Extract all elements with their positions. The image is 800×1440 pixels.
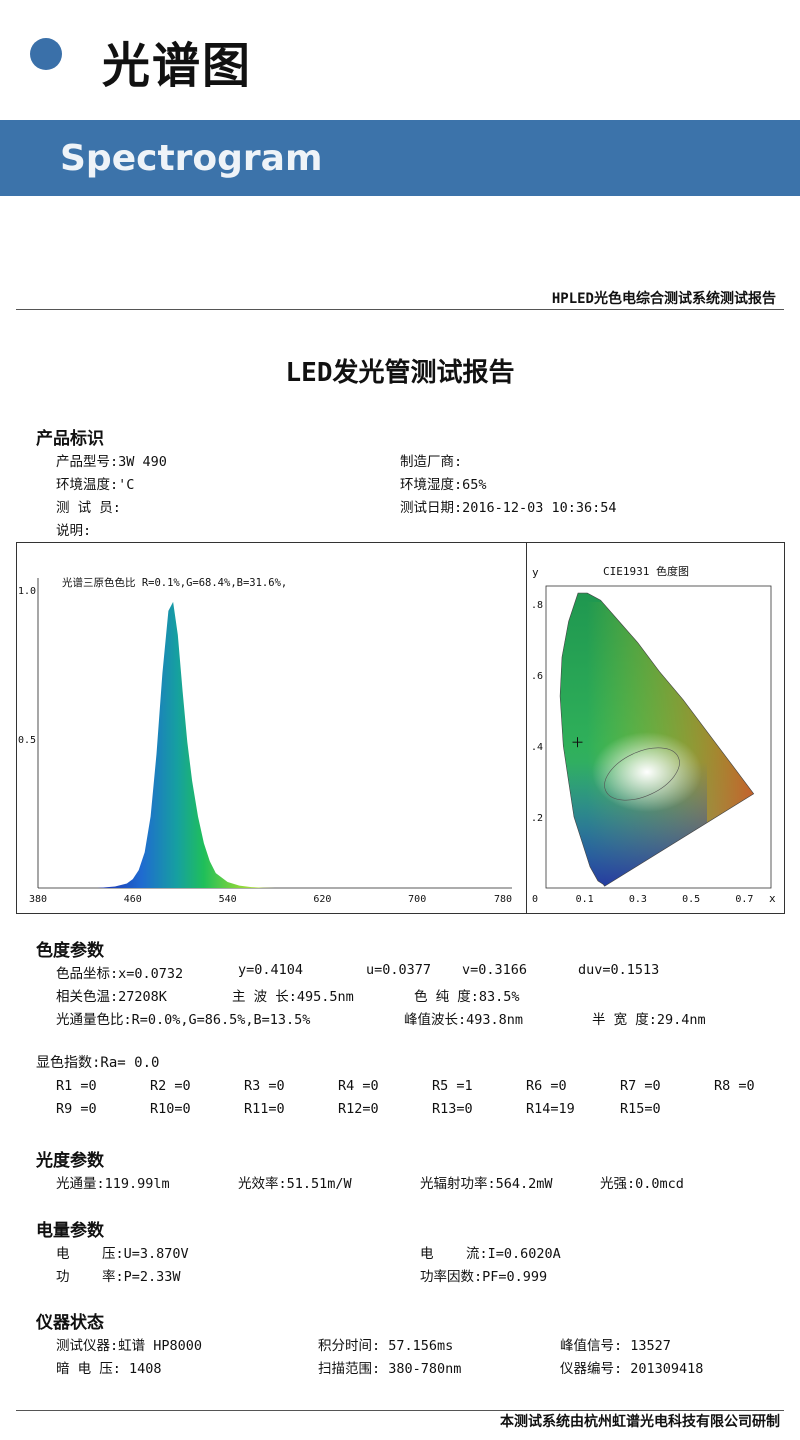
product-model: 产品型号:3W 490 [56,454,167,470]
cri-value: R15=0 [620,1101,661,1117]
bottom-rule [16,1410,784,1411]
color-duv: duv=0.1513 [578,962,660,978]
cie-chart: CIE1931 色度图 y x 0 0.1 0.3 0.5 0.7 .8 .6 .4 .2 [531,564,776,905]
cie-plot-box [545,585,772,889]
color-y: y=0.4104 [238,962,304,978]
cri-value: R9 =0 [56,1101,97,1117]
cri-value: R4 =0 [338,1078,379,1094]
spectrum-x-tick: 620 [313,894,331,905]
cie-x-tick: 0.7 [735,894,753,905]
color-v: v=0.3166 [462,962,528,978]
cri-value: R3 =0 [244,1078,285,1094]
instrument-serial: 仪器编号: 201309418 [560,1361,704,1377]
section-cri: 显色指数:Ra= 0.0 [36,1055,160,1071]
color-x: 色品坐标:x=0.0732 [56,966,184,982]
section-product: 产品标识 [36,429,104,449]
section-color: 色度参数 [36,941,104,961]
cri-value: R8 =0 [714,1078,755,1094]
cri-value: R2 =0 [150,1078,191,1094]
spectrum-y-tick: 0.5 [18,735,36,746]
luminous-efficacy: 光效率:51.51m/W [238,1176,352,1192]
ambient-humidity: 环境湿度:65% [400,477,487,493]
section-electrical: 电量参数 [36,1221,104,1241]
spectrum-x-tick: 380 [29,894,47,905]
measured-point-marker [572,737,583,748]
title-banner [0,120,800,196]
note: 说明: [56,523,92,539]
footer-credit: 本测试系统由杭州虹谱光电科技有限公司研制 [500,1414,780,1430]
section-photometric: 光度参数 [36,1151,104,1171]
ambient-temp: 环境温度:'C [56,477,135,493]
chart-frame [16,542,785,914]
luminous-intensity: 光强:0.0mcd [600,1176,684,1192]
current: 电 流:I=0.6020A [420,1246,561,1262]
cie-locus [559,592,755,887]
cri-value: R11=0 [244,1101,285,1117]
cie-title: CIE1931 色度图 [603,564,689,578]
scan-range: 扫描范围: 380-780nm [318,1361,462,1377]
spectrum-x-tick: 460 [124,894,142,905]
luminous-flux: 光通量:119.99lm [56,1176,170,1192]
color-u: u=0.0377 [366,962,432,978]
spectrum-title: 光谱三原色色比 R=0.1%,G=68.4%,B=31.6%, [62,576,287,589]
section-instrument: 仪器状态 [36,1313,104,1333]
cri-value: R14=19 [526,1101,575,1117]
spectrum-y-tick: 1.0 [18,586,36,597]
color-purity: 色 纯 度:83.5% [414,989,520,1005]
cie-y-tick: .8 [531,600,543,611]
cie-x-tick: 0.1 [576,894,594,905]
half-width: 半 宽 度:29.4nm [592,1012,706,1028]
integration-time: 积分时间: 57.156ms [318,1338,454,1354]
power: 功 率:P=2.33W [56,1269,181,1285]
page-title-cn: 光谱图 [102,38,253,94]
cie-color-gamut [560,593,754,887]
report-title: LED发光管测试报告 [285,358,515,388]
cie-x-tick: 0.3 [629,894,647,905]
instrument-model: 测试仪器:虹谱 HP8000 [56,1338,203,1354]
radiant-power: 光辐射功率:564.2mW [420,1176,553,1192]
peak-signal: 峰值信号: 13527 [560,1338,671,1354]
spectrum-x-tick: 540 [219,894,237,905]
system-name: HPLED光色电综合测试系统测试报告 [551,291,776,307]
peak-wavelength: 峰值波长:493.8nm [404,1012,524,1028]
chart-divider [526,542,527,914]
spectrum-x-tick: 700 [408,894,426,905]
cie-y-tick: .2 [531,813,543,824]
cri-value: R5 =1 [432,1078,473,1094]
test-date: 测试日期:2016-12-03 10:36:54 [400,500,617,516]
product-maker: 制造厂商: [400,454,463,470]
page-title-en: Spectrogram [60,138,323,179]
spectrum-x-tick: 780 [494,894,512,905]
dominant-wavelength: 主 波 长:495.5nm [232,989,354,1005]
planckian-ellipse [604,747,680,801]
cie-x-tick: 0 [532,894,538,905]
dark-voltage: 暗 电 压: 1408 [56,1361,162,1377]
cie-y-tick: .4 [531,742,543,753]
cri-value: R6 =0 [526,1078,567,1094]
cie-ylabel: y [532,566,539,579]
cct: 相关色温:27208K [56,989,167,1005]
title-bullet [30,38,62,70]
cri-value: R1 =0 [56,1078,97,1094]
cri-value: R13=0 [432,1101,473,1117]
spectrum-chart: 光谱三原色色比 R=0.1%,G=68.4%,B=31.6%, 380 460 54… [18,576,512,905]
cri-value: R10=0 [150,1101,191,1117]
voltage: 电 压:U=3.870V [56,1246,189,1262]
cri-value: R12=0 [338,1101,379,1117]
cie-x-tick: 0.5 [682,894,700,905]
power-factor: 功率因数:PF=0.999 [420,1269,548,1285]
tester: 测 试 员: [56,500,121,516]
cie-xlabel: x [769,892,776,905]
spectrum-area [38,601,512,888]
top-rule [16,309,784,310]
cie-y-tick: .6 [531,671,543,682]
flux-ratio: 光通量色比:R=0.0%,G=86.5%,B=13.5% [56,1012,311,1028]
cri-value: R7 =0 [620,1078,661,1094]
